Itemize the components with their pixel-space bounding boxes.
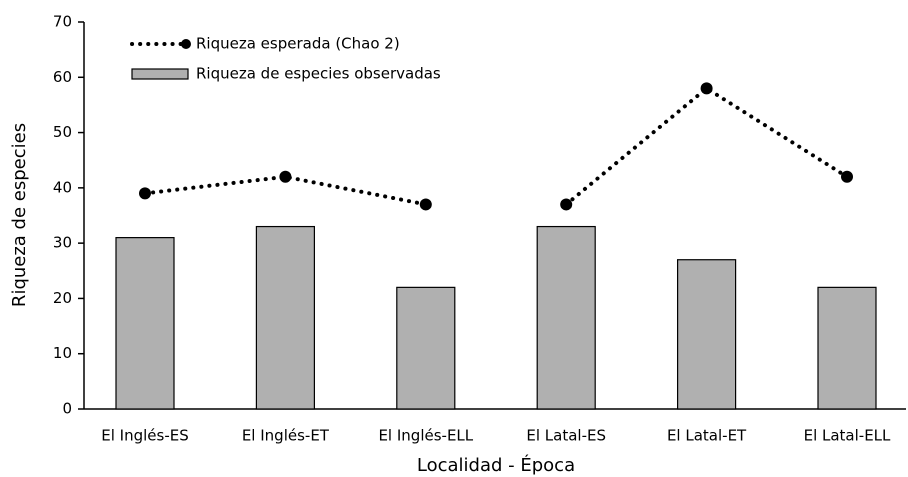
legend-label: Riqueza esperada (Chao 2) <box>196 35 400 53</box>
line <box>564 85 849 207</box>
bar <box>536 225 596 410</box>
line <box>143 174 428 207</box>
line-point <box>279 170 292 183</box>
line-point <box>560 198 573 211</box>
y-tick-label: 20 <box>53 289 72 307</box>
bar <box>255 225 315 410</box>
x-tick-label: El Latal-ES <box>526 427 606 445</box>
line-point <box>419 198 432 211</box>
y-axis-label: Riqueza de especies <box>9 123 30 307</box>
y-tick-label: 60 <box>53 68 72 86</box>
legend-label: Riqueza de especies observadas <box>196 65 441 83</box>
line-point <box>700 82 713 95</box>
y-tick-label: 40 <box>53 178 72 196</box>
legend-swatch <box>131 68 189 80</box>
y-tick-label: 30 <box>53 234 72 252</box>
x-tick-label: El Inglés-ELL <box>378 427 473 445</box>
line-point <box>139 187 151 200</box>
y-tick-label: 10 <box>53 344 72 362</box>
y-tick-label: 0 <box>62 400 72 418</box>
y-tick-label: 70 <box>53 13 72 31</box>
x-tick-label: El Inglés-ET <box>242 427 330 445</box>
bar <box>115 237 175 410</box>
line-point <box>841 170 853 183</box>
x-tick-label: El Latal-ET <box>667 427 747 445</box>
x-tick-label: El Inglés-ES <box>101 427 189 445</box>
bar <box>817 286 877 410</box>
x-tick-label: El Latal-ELL <box>804 427 891 445</box>
legend-swatch <box>181 39 191 49</box>
x-axis-label: Localidad - Época <box>417 454 575 476</box>
y-tick-label: 50 <box>53 123 72 141</box>
bar <box>396 286 456 410</box>
bar <box>676 259 737 410</box>
